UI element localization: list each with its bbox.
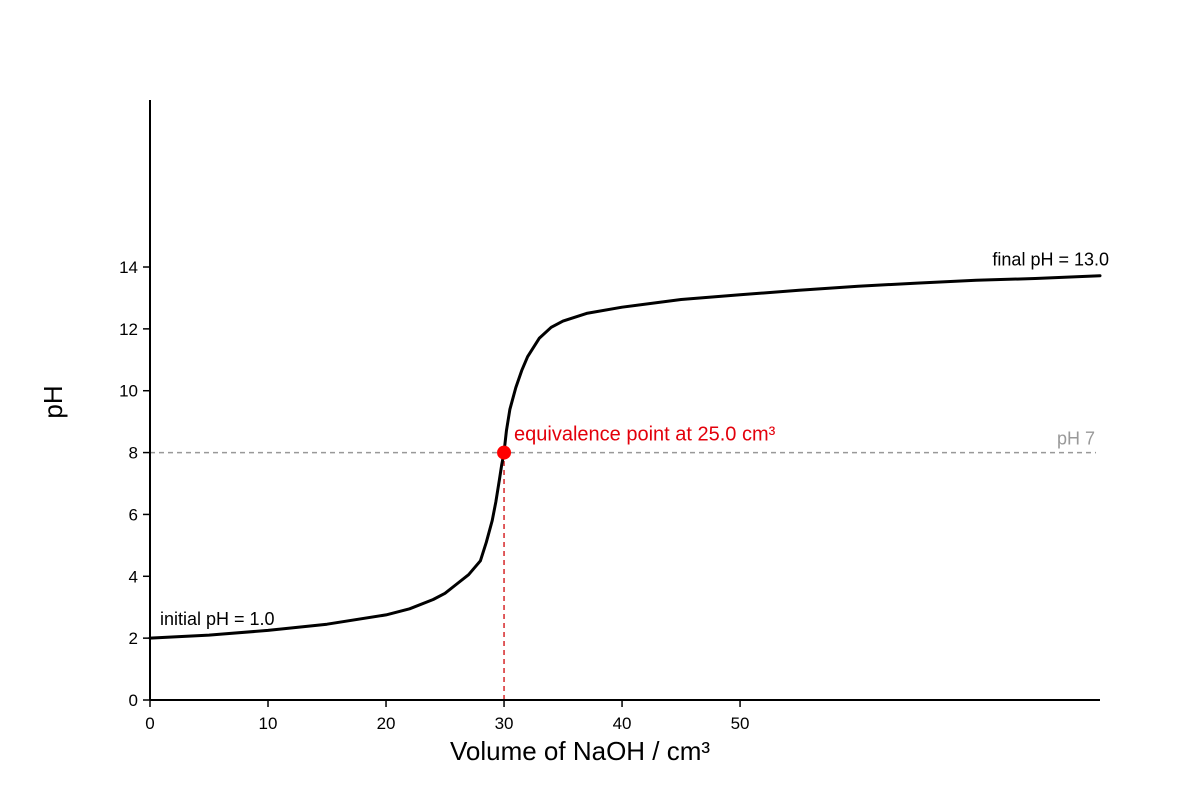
y-tick-label: 4 <box>129 567 138 586</box>
y-tick-label: 10 <box>119 382 138 401</box>
y-ticks: 0 2 4 6 8 10 12 14 <box>119 258 150 710</box>
y-tick-label: 6 <box>129 505 138 524</box>
ph-7-annotation: pH 7 <box>1057 429 1095 449</box>
equivalence-point-annotation: equivalence point at 25.0 cm³ <box>514 424 776 446</box>
y-tick-label: 12 <box>119 320 138 339</box>
initial-ph-annotation: initial pH = 1.0 <box>160 609 275 629</box>
x-tick-label: 10 <box>259 714 278 733</box>
y-tick-label: 8 <box>129 444 138 463</box>
titration-curve <box>148 274 1102 640</box>
x-ticks: 0 10 20 30 40 50 <box>145 700 750 733</box>
x-tick-label: 0 <box>145 714 154 733</box>
reference-lines <box>150 451 1096 700</box>
axes <box>149 100 1100 701</box>
y-tick-label: 14 <box>119 258 138 277</box>
equivalence-point-marker <box>497 445 512 460</box>
x-tick-label: 30 <box>495 714 514 733</box>
y-tick-label: 0 <box>129 691 138 710</box>
y-tick-label: 2 <box>129 629 138 648</box>
x-tick-label: 40 <box>613 714 632 733</box>
final-ph-annotation: final pH = 13.0 <box>992 250 1109 270</box>
x-axis-label: Volume of NaOH / cm³ <box>450 736 710 766</box>
y-axis-label: pH <box>38 385 68 418</box>
x-tick-label: 20 <box>377 714 396 733</box>
x-tick-label: 50 <box>731 714 750 733</box>
